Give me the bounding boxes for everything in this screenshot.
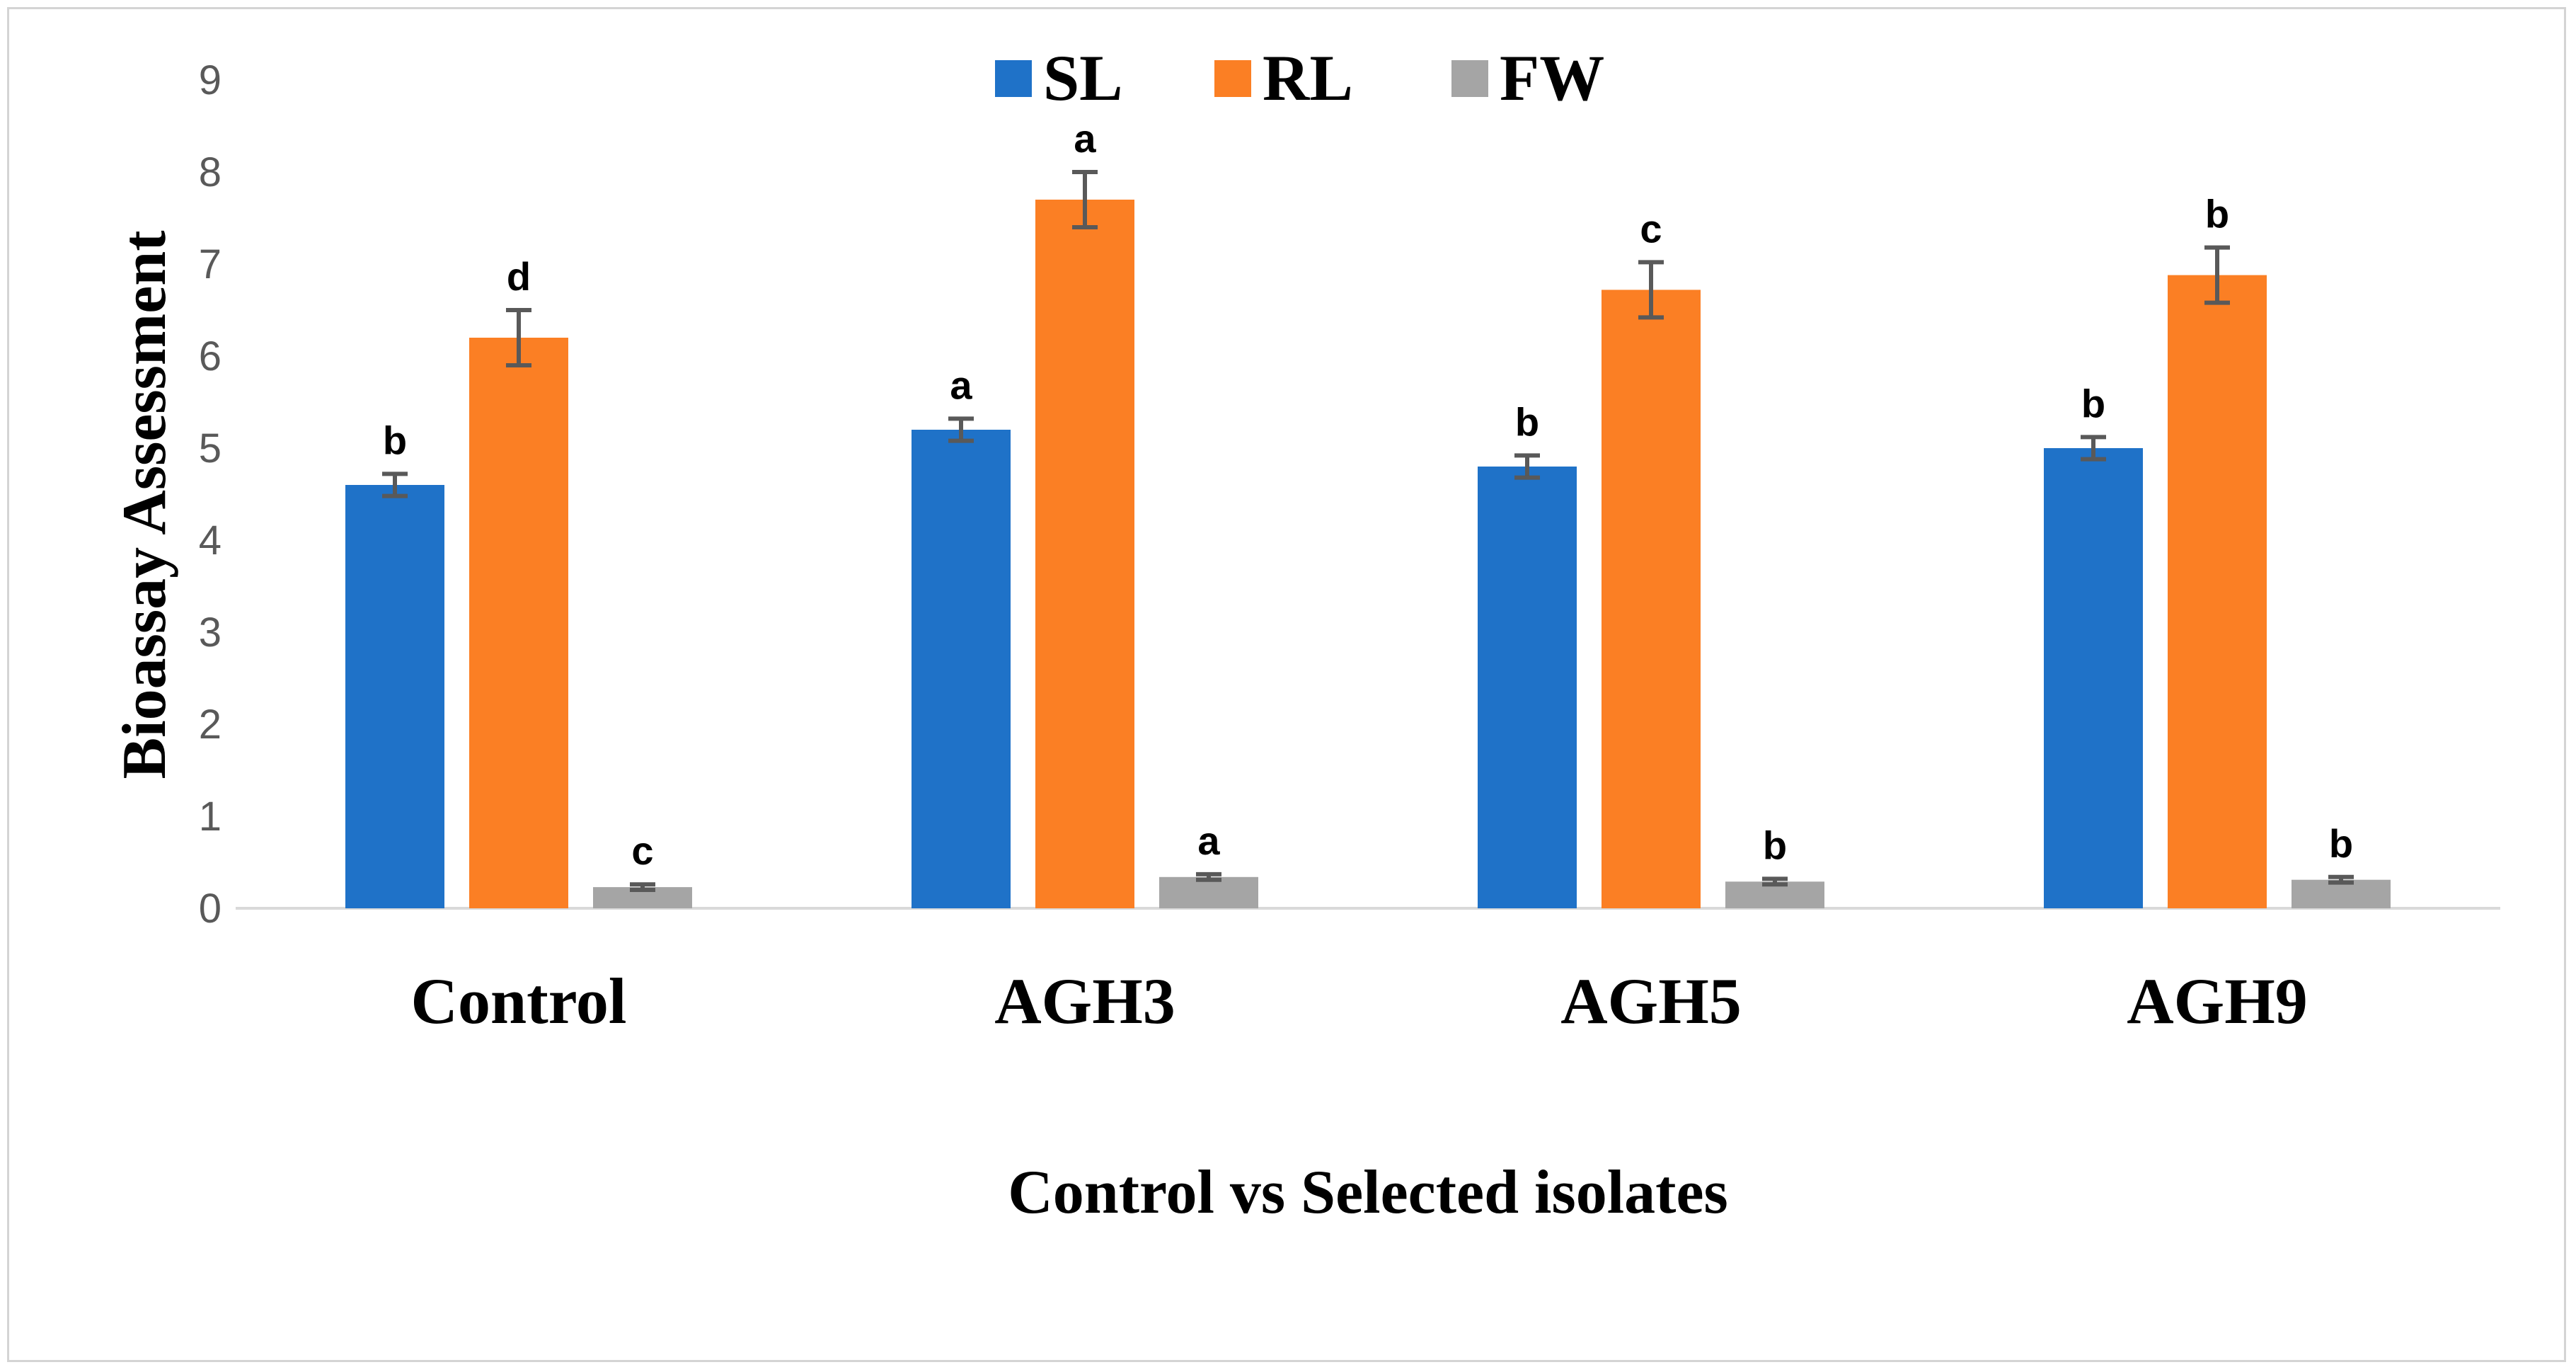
legend-label-rl: RL bbox=[1263, 42, 1353, 114]
error-bar bbox=[948, 416, 974, 443]
significance-label: b bbox=[383, 418, 407, 462]
legend-swatch-sl bbox=[995, 60, 1032, 97]
bars: b d c a a a b c b b b b bbox=[345, 116, 2391, 909]
error-bar bbox=[1762, 876, 1788, 887]
y-tick-label: 1 bbox=[199, 794, 222, 840]
y-axis-ticks: 0 1 2 3 4 5 6 7 8 9 bbox=[199, 57, 222, 932]
y-tick-label: 4 bbox=[199, 518, 222, 564]
bar-sl-agh3 bbox=[912, 430, 1011, 908]
legend-swatch-fw bbox=[1451, 60, 1488, 97]
bar-chart: 0 1 2 3 4 5 6 7 8 9 b d c a a a b c b b b b Control AGH3 AGH5 A… bbox=[110, 42, 2500, 1227]
legend-label-sl: SL bbox=[1043, 42, 1123, 114]
bar-fw-agh3 bbox=[1159, 876, 1258, 908]
significance-label: a bbox=[950, 362, 972, 407]
bar-sl-agh5 bbox=[1478, 467, 1577, 908]
bar-sl-agh9 bbox=[2044, 448, 2143, 908]
x-tick-label-control: Control bbox=[411, 965, 627, 1037]
significance-label: b bbox=[2329, 821, 2353, 866]
error-bar bbox=[1196, 871, 1221, 882]
y-tick-label: 9 bbox=[199, 57, 222, 103]
error-bar bbox=[382, 471, 408, 498]
legend-swatch-rl bbox=[1214, 60, 1251, 97]
error-bar bbox=[2328, 874, 2354, 885]
significance-label: d bbox=[507, 254, 531, 299]
x-tick-label-agh5: AGH5 bbox=[1560, 965, 1742, 1037]
error-bar bbox=[506, 308, 531, 367]
error-bar bbox=[1072, 170, 1098, 229]
significance-label: b bbox=[1763, 823, 1787, 867]
bar-rl-agh9 bbox=[2168, 275, 2267, 909]
significance-label: b bbox=[2081, 381, 2105, 425]
y-tick-label: 0 bbox=[199, 886, 222, 932]
y-tick-label: 5 bbox=[199, 425, 222, 471]
significance-label: b bbox=[2205, 192, 2229, 236]
y-axis-title: Bioassay Assessment bbox=[110, 231, 179, 779]
x-tick-label-agh9: AGH9 bbox=[2127, 965, 2308, 1037]
error-bar bbox=[630, 882, 655, 892]
error-bar bbox=[2204, 245, 2230, 305]
error-bar bbox=[1514, 453, 1540, 480]
y-tick-label: 3 bbox=[199, 610, 222, 656]
chart-frame: 0 1 2 3 4 5 6 7 8 9 b d c a a a b c b b b b Control AGH3 AGH5 A… bbox=[7, 7, 2566, 1362]
x-axis-category-labels: Control AGH3 AGH5 AGH9 bbox=[411, 965, 2308, 1037]
bar-rl-control bbox=[469, 338, 568, 908]
y-tick-label: 8 bbox=[199, 149, 222, 195]
significance-label: b bbox=[1515, 399, 1539, 444]
error-bar bbox=[1638, 260, 1664, 320]
bar-rl-agh3 bbox=[1035, 200, 1134, 908]
x-axis-title: Control vs Selected isolates bbox=[1008, 1158, 1728, 1227]
x-tick-label-agh3: AGH3 bbox=[994, 965, 1175, 1037]
significance-label: c bbox=[631, 828, 653, 873]
significance-label: a bbox=[1197, 818, 1220, 863]
y-tick-label: 2 bbox=[199, 702, 222, 748]
significance-label: c bbox=[1640, 206, 1662, 251]
legend-label-fw: FW bbox=[1500, 42, 1604, 114]
significance-label: a bbox=[1074, 116, 1096, 161]
y-tick-label: 6 bbox=[199, 333, 222, 379]
bar-rl-agh5 bbox=[1602, 290, 1701, 908]
error-bar bbox=[2081, 435, 2106, 462]
y-tick-label: 7 bbox=[199, 241, 222, 287]
bar-sl-control bbox=[345, 485, 444, 908]
legend: SL RL FW bbox=[995, 42, 1604, 114]
